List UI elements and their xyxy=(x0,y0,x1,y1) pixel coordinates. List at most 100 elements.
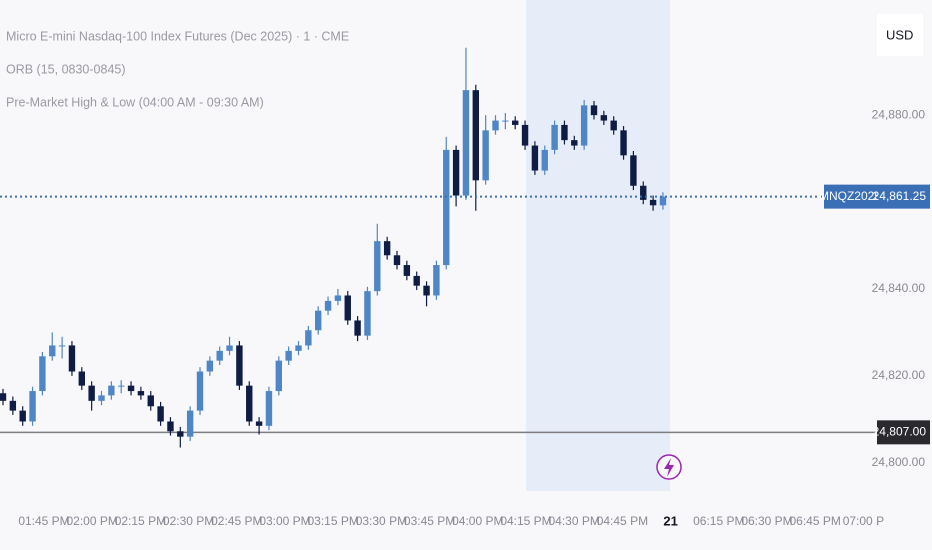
x-tick-label: 03:45 PM xyxy=(404,514,455,528)
x-tick-label: 21 xyxy=(663,513,677,528)
candle-body xyxy=(216,350,223,361)
candle-body xyxy=(403,265,411,276)
candle-body xyxy=(354,320,361,336)
candle-body xyxy=(551,124,558,150)
x-tick-label: 01:45 PM xyxy=(18,514,69,528)
symbol-label: MNQZ2025 xyxy=(819,189,881,203)
indicator-label: ORB (15, 0830-0845) xyxy=(6,62,126,76)
candle-body xyxy=(98,395,105,401)
candle-body xyxy=(649,199,657,206)
candle-body xyxy=(433,265,440,296)
candle-body xyxy=(492,120,499,131)
candle-body xyxy=(206,360,214,372)
chart-title: Micro E-mini Nasdaq-100 Index Futures (D… xyxy=(6,29,349,43)
candle-body xyxy=(512,120,519,125)
candle-body xyxy=(580,105,588,146)
candle-body xyxy=(226,345,233,351)
candle-body xyxy=(383,241,391,256)
candle-body xyxy=(49,345,56,357)
x-tick-label: 06:45 PM xyxy=(790,514,841,528)
symbol-box xyxy=(824,184,877,209)
candle-body xyxy=(374,241,381,292)
candle-body xyxy=(236,345,243,386)
x-tick-label: 04:45 PM xyxy=(597,514,648,528)
last-price-box xyxy=(877,184,930,209)
candle-body xyxy=(334,295,342,301)
candle-body xyxy=(640,185,647,200)
y-tick-label: 24,800.00 xyxy=(872,455,926,469)
x-tick-label: 04:00 PM xyxy=(452,514,503,528)
indicator-label: Pre-Market High & Low (04:00 AM - 09:30 … xyxy=(6,95,264,109)
last-price-label: 24,861.25 xyxy=(873,189,927,203)
candle-body xyxy=(423,285,430,296)
candle-body xyxy=(472,90,479,181)
candle-body xyxy=(630,155,637,186)
candle-body xyxy=(127,385,135,392)
candle-body xyxy=(0,393,7,401)
x-tick-label: 06:15 PM xyxy=(693,514,744,528)
candle-body xyxy=(275,360,282,392)
candle-body xyxy=(68,345,76,372)
candle-body xyxy=(531,145,539,171)
y-tick-label: 24,820.00 xyxy=(872,368,926,382)
x-tick-label: 04:30 PM xyxy=(549,514,600,528)
y-tick-label: 24,880.00 xyxy=(872,107,926,121)
candle-body xyxy=(610,120,617,131)
candle-body xyxy=(541,149,548,171)
candle-body xyxy=(462,90,470,196)
candle-body xyxy=(137,391,145,396)
candle-body xyxy=(39,356,46,392)
candle-body xyxy=(88,385,95,401)
candle-body xyxy=(177,431,184,437)
candle-body xyxy=(186,410,194,437)
x-tick-label: 03:15 PM xyxy=(308,514,359,528)
x-tick-label: 02:45 PM xyxy=(211,514,262,528)
candle-body xyxy=(393,255,401,266)
x-tick-label: 04:15 PM xyxy=(500,514,551,528)
candle-body xyxy=(29,391,36,422)
currency-label[interactable]: USD xyxy=(886,27,913,42)
candle-body xyxy=(590,105,598,116)
candle-body xyxy=(600,115,608,121)
candle-body xyxy=(364,291,371,336)
candle-body xyxy=(19,410,26,422)
candle-body xyxy=(255,421,263,426)
x-tick-label: 02:00 PM xyxy=(67,514,118,528)
price-line-box xyxy=(877,420,930,445)
candle-body xyxy=(620,130,627,156)
session-highlight xyxy=(526,0,670,491)
candle-body xyxy=(285,350,292,361)
candle-body xyxy=(443,149,450,266)
candle-body xyxy=(571,140,578,146)
candle-body xyxy=(295,345,302,351)
candle-body xyxy=(157,406,164,422)
candle-body xyxy=(108,385,115,396)
x-tick-label: 07:00 P xyxy=(843,514,884,528)
currency-box[interactable] xyxy=(877,14,923,56)
candle-body xyxy=(58,345,66,347)
candle-body xyxy=(315,310,322,331)
candle-body xyxy=(305,330,312,346)
x-tick-label: 06:30 PM xyxy=(741,514,792,528)
candle-body xyxy=(659,196,667,206)
price-line-label: 24,807.00 xyxy=(873,425,927,439)
candle-body xyxy=(167,421,174,432)
candle-body xyxy=(482,130,489,181)
alert-bolt[interactable] xyxy=(664,458,674,477)
x-tick-label: 02:15 PM xyxy=(115,514,166,528)
x-tick-label: 03:30 PM xyxy=(356,514,407,528)
candle-body xyxy=(246,385,253,422)
candle-body xyxy=(452,149,460,196)
x-tick-label: 02:30 PM xyxy=(163,514,214,528)
x-tick-label: 03:00 PM xyxy=(259,514,310,528)
candle-body xyxy=(118,385,125,387)
candle-body xyxy=(344,295,351,321)
candle-body xyxy=(78,371,85,386)
candle-body xyxy=(265,391,273,426)
candle-body xyxy=(147,395,154,407)
candle-body xyxy=(502,120,509,122)
candle-body xyxy=(9,400,17,411)
alert-icon[interactable] xyxy=(656,454,682,480)
y-tick-label: 24,840.00 xyxy=(872,281,926,295)
candle-body xyxy=(324,300,332,311)
